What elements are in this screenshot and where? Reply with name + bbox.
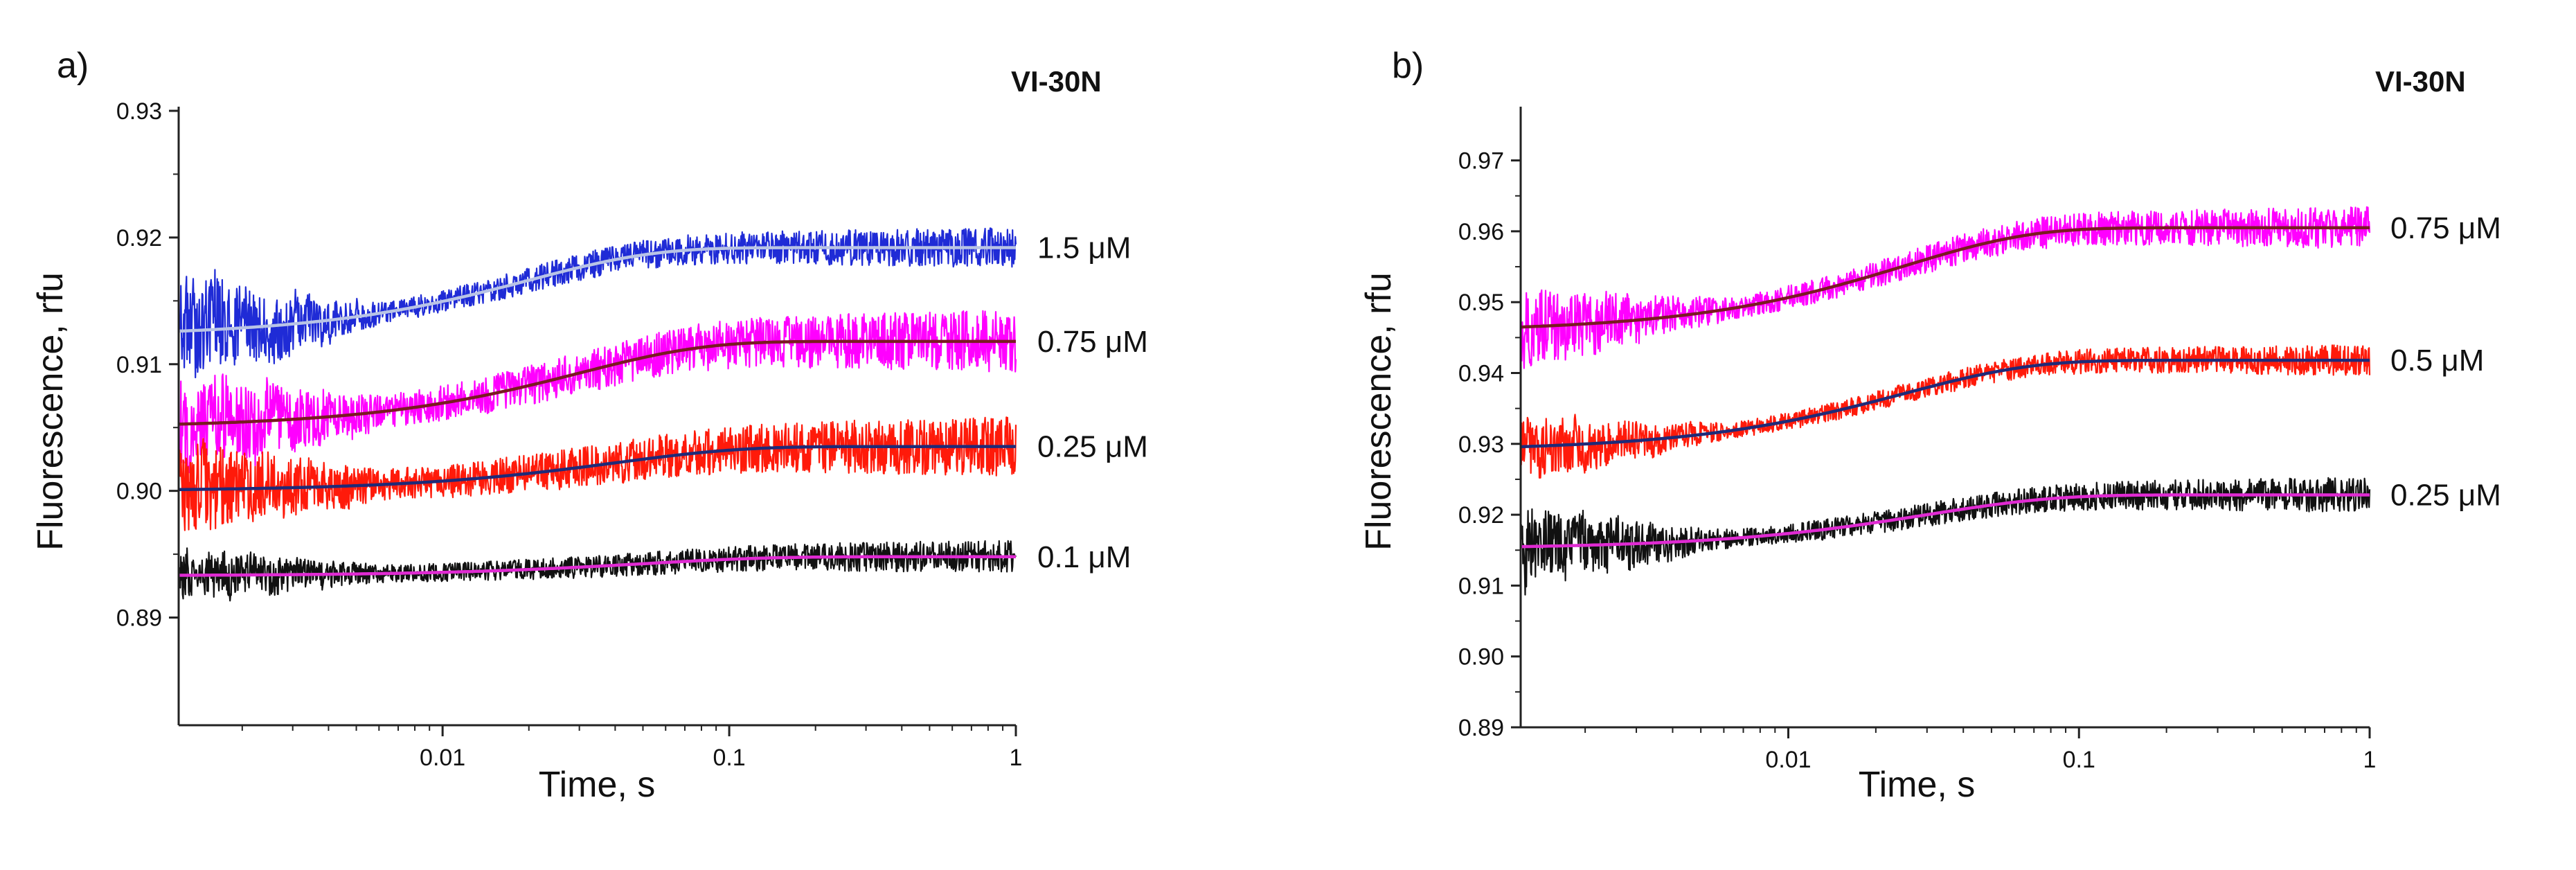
y-tick-label: 0.89 — [1458, 715, 1504, 741]
series-labels: 1.5 μM 0.75 μM 0.25 μM 0.1 μM — [1037, 231, 1148, 574]
y-tick-label: 0.93 — [1458, 432, 1504, 458]
chart-panel-b: b) VI-30N Fluorescence, rfu Time, s 0.89… — [1359, 46, 2501, 805]
plot-area — [1519, 206, 2371, 596]
axes: 0.89 0.90 0.91 0.92 0.93 0.94 0.95 0.96 0.97 0.01… — [1458, 107, 2377, 773]
series-fit-curve — [178, 339, 1016, 426]
series-fit-curve — [1520, 358, 2370, 449]
series-raw-trace — [1519, 206, 2371, 369]
y-tick-label: 0.95 — [1458, 290, 1504, 316]
panel-label: b) — [1392, 46, 1424, 86]
x-tick-label: 0.01 — [1765, 747, 1811, 773]
series-raw-trace — [177, 540, 1017, 602]
series-label: 0.75 μM — [2390, 211, 2501, 245]
x-tick-label: 0.1 — [2063, 747, 2095, 773]
y-tick-label: 0.91 — [116, 352, 162, 378]
y-tick-label: 0.91 — [1458, 573, 1504, 599]
series-label: 0.75 μM — [1037, 325, 1148, 359]
plot-area — [177, 227, 1017, 602]
series-label: 0.25 μM — [1037, 430, 1148, 464]
series-label: 0.25 μM — [2390, 479, 2501, 513]
series-label: 1.5 μM — [1037, 231, 1131, 265]
y-tick-label: 0.96 — [1458, 219, 1504, 245]
x-axis-title: Time, s — [1859, 765, 1976, 805]
y-tick-label: 0.92 — [116, 225, 162, 251]
series-fit-curve — [1520, 226, 2370, 329]
y-tick-label: 0.94 — [1458, 361, 1504, 387]
chart-panel-a: a) VI-30N Fluorescence, rfu Time, s 0.89… — [30, 46, 1148, 805]
series-raw-trace — [1519, 477, 2371, 596]
series-fit-curve — [178, 445, 1016, 492]
series-fit-curve — [1520, 493, 2370, 549]
y-tick-label: 0.97 — [1458, 148, 1504, 175]
series-raw-trace — [177, 416, 1017, 531]
x-tick-label: 1 — [2363, 747, 2377, 773]
series-fit-curve — [179, 555, 1016, 577]
dataset-label: VI-30N — [2375, 65, 2466, 98]
y-tick-label: 0.93 — [116, 98, 162, 125]
panel-label: a) — [57, 46, 89, 86]
y-tick-label: 0.90 — [1458, 644, 1504, 671]
series-fit-curve — [178, 246, 1016, 333]
x-tick-label: 0.1 — [713, 745, 745, 771]
axes: 0.89 0.90 0.91 0.92 0.93 0.01 0.1 1 — [116, 98, 1023, 771]
x-tick-label: 1 — [1010, 745, 1023, 771]
x-axis-title: Time, s — [539, 765, 656, 805]
dataset-label: VI-30N — [1011, 65, 1102, 98]
series-label: 0.1 μM — [1037, 540, 1131, 574]
y-tick-label: 0.92 — [1458, 502, 1504, 529]
x-tick-label: 0.01 — [420, 745, 465, 771]
y-tick-label: 0.89 — [116, 605, 162, 632]
series-labels: 0.75 μM 0.5 μM 0.25 μM — [2390, 211, 2501, 513]
y-tick-label: 0.90 — [116, 479, 162, 505]
series-label: 0.5 μM — [2390, 344, 2484, 378]
y-axis-title: Fluorescence, rfu — [30, 272, 71, 551]
series-raw-trace — [1519, 344, 2371, 479]
y-axis-title: Fluorescence, rfu — [1359, 272, 1399, 551]
